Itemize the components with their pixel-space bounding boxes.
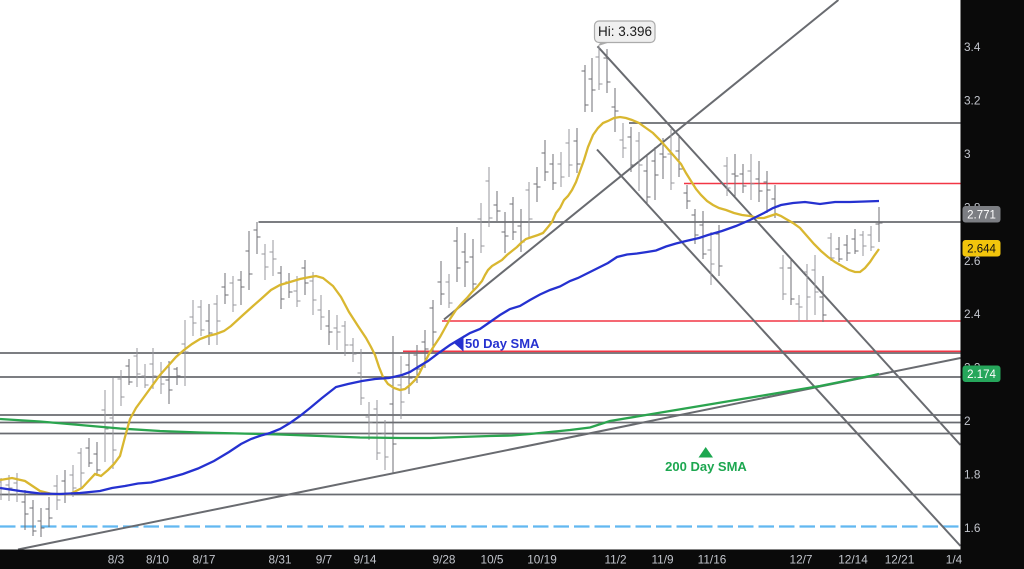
svg-text:12/14: 12/14 [838,553,868,567]
svg-text:2.644: 2.644 [967,244,996,256]
svg-text:1.8: 1.8 [964,467,981,481]
svg-text:12/7: 12/7 [790,553,813,567]
svg-text:2.4: 2.4 [964,307,981,321]
svg-text:1.6: 1.6 [964,521,981,535]
svg-text:1/4: 1/4 [946,553,963,567]
svg-text:8/31: 8/31 [269,553,292,567]
svg-text:11/16: 11/16 [698,553,727,567]
svg-text:Hi: 3.396: Hi: 3.396 [598,24,652,39]
svg-text:3: 3 [964,147,971,161]
svg-text:10/19: 10/19 [527,553,557,567]
svg-text:9/14: 9/14 [354,553,377,567]
svg-text:9/7: 9/7 [316,553,332,567]
svg-text:2.174: 2.174 [967,369,996,381]
svg-text:8/17: 8/17 [193,553,216,567]
svg-text:11/2: 11/2 [604,553,626,567]
svg-text:50 Day SMA: 50 Day SMA [465,336,540,351]
svg-text:8/3: 8/3 [108,553,125,567]
svg-text:200 Day SMA: 200 Day SMA [665,459,747,474]
svg-text:2.6: 2.6 [964,254,981,268]
svg-text:3.4: 3.4 [964,40,981,54]
svg-text:9/28: 9/28 [433,553,456,567]
svg-text:2.771: 2.771 [967,210,996,222]
svg-text:2: 2 [964,414,971,428]
svg-text:8/10: 8/10 [146,553,169,567]
svg-text:10/5: 10/5 [481,553,504,567]
svg-text:12/21: 12/21 [885,553,915,567]
svg-text:11/9: 11/9 [651,553,673,567]
svg-text:3.2: 3.2 [964,94,980,108]
